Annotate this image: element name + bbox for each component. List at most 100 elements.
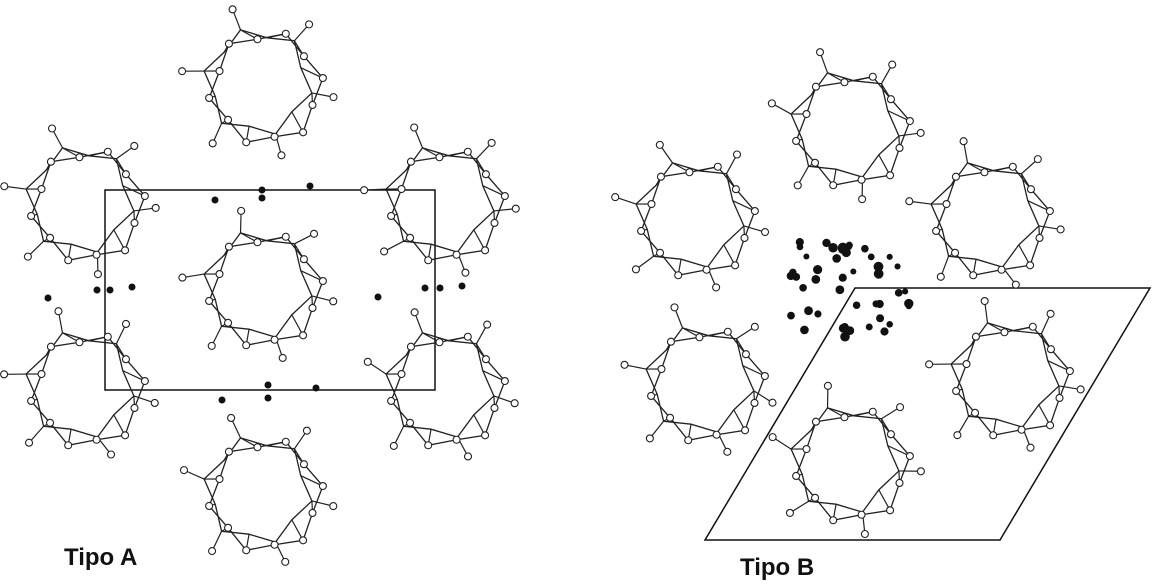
atom xyxy=(488,139,495,146)
atom xyxy=(398,186,405,193)
atom xyxy=(282,558,289,565)
atom xyxy=(612,194,619,201)
helix-molecule xyxy=(1,308,159,458)
atom xyxy=(208,342,215,349)
water-molecule xyxy=(813,265,822,274)
water-molecule xyxy=(880,327,888,335)
atom xyxy=(206,94,213,101)
atom xyxy=(1047,346,1054,353)
atom xyxy=(632,266,639,273)
atom xyxy=(1027,444,1034,451)
atom xyxy=(141,378,148,385)
atom xyxy=(741,234,748,241)
atom xyxy=(122,171,129,178)
atom xyxy=(724,328,731,335)
water-molecule xyxy=(850,268,856,274)
atom xyxy=(122,247,129,254)
atom xyxy=(1036,234,1043,241)
atom xyxy=(981,169,988,176)
atom xyxy=(906,453,913,460)
atom xyxy=(1057,226,1064,233)
atom xyxy=(751,208,758,215)
atom xyxy=(436,339,443,346)
water-molecule xyxy=(259,195,266,202)
atom xyxy=(462,269,469,276)
atom xyxy=(131,142,138,149)
unit-cell-b xyxy=(705,288,1150,540)
atom xyxy=(122,320,129,327)
atom xyxy=(926,361,933,368)
atom xyxy=(501,193,508,200)
atom xyxy=(998,266,1005,273)
atom xyxy=(648,201,655,208)
atom xyxy=(812,159,819,166)
panel-label: Tipo A xyxy=(64,544,137,571)
atom xyxy=(425,257,432,264)
atom xyxy=(55,308,62,315)
ring-outline xyxy=(796,412,910,520)
water-molecule xyxy=(265,382,272,389)
ring-outline xyxy=(209,442,323,550)
water-molecule xyxy=(437,285,444,292)
atom xyxy=(319,278,326,285)
atom xyxy=(675,272,682,279)
atom xyxy=(49,125,56,132)
helix-molecule xyxy=(621,304,776,455)
water-molecule xyxy=(868,253,875,260)
ring-outline xyxy=(391,152,505,260)
atom xyxy=(646,435,653,442)
atom xyxy=(724,448,731,455)
atom xyxy=(309,101,316,108)
atom xyxy=(216,271,223,278)
atom xyxy=(769,399,776,406)
atom xyxy=(228,414,235,421)
atom xyxy=(869,73,876,80)
atom xyxy=(482,247,489,254)
atom xyxy=(65,257,72,264)
atom xyxy=(1027,186,1034,193)
atom xyxy=(657,173,664,180)
atom xyxy=(812,494,819,501)
atom xyxy=(861,531,868,538)
atom xyxy=(206,297,213,304)
helix-molecule xyxy=(926,298,1085,452)
atom xyxy=(28,212,35,219)
atom xyxy=(254,239,261,246)
water-molecule xyxy=(422,285,429,292)
unit-cell-a xyxy=(105,190,435,390)
water-molecule xyxy=(212,197,219,204)
water-molecule xyxy=(804,306,813,315)
water-molecule xyxy=(797,243,804,250)
atom xyxy=(484,321,491,328)
atom xyxy=(407,419,414,426)
water-molecule xyxy=(107,287,114,294)
atom xyxy=(319,483,326,490)
panel-label: Tipo B xyxy=(740,554,814,581)
atom xyxy=(131,404,138,411)
atom xyxy=(319,75,326,82)
water-molecule xyxy=(906,303,913,310)
atom xyxy=(411,309,418,316)
atom xyxy=(761,373,768,380)
atom xyxy=(179,68,186,75)
atom xyxy=(803,446,810,453)
ring-outline xyxy=(31,152,145,260)
atom xyxy=(817,49,824,56)
water-molecule xyxy=(895,263,901,269)
atom xyxy=(225,116,232,123)
atom xyxy=(243,139,250,146)
water-molecule xyxy=(814,310,821,317)
water-molecule xyxy=(822,239,830,247)
water-molecule xyxy=(94,287,101,294)
atom xyxy=(254,444,261,451)
atom xyxy=(38,186,45,193)
atom xyxy=(714,163,721,170)
atom xyxy=(407,234,414,241)
atom xyxy=(152,204,159,211)
atom xyxy=(1012,281,1019,288)
helix-molecule xyxy=(769,382,924,537)
atom xyxy=(917,468,924,475)
helix-molecule xyxy=(179,207,337,361)
atom xyxy=(300,256,307,263)
atom xyxy=(76,339,83,346)
